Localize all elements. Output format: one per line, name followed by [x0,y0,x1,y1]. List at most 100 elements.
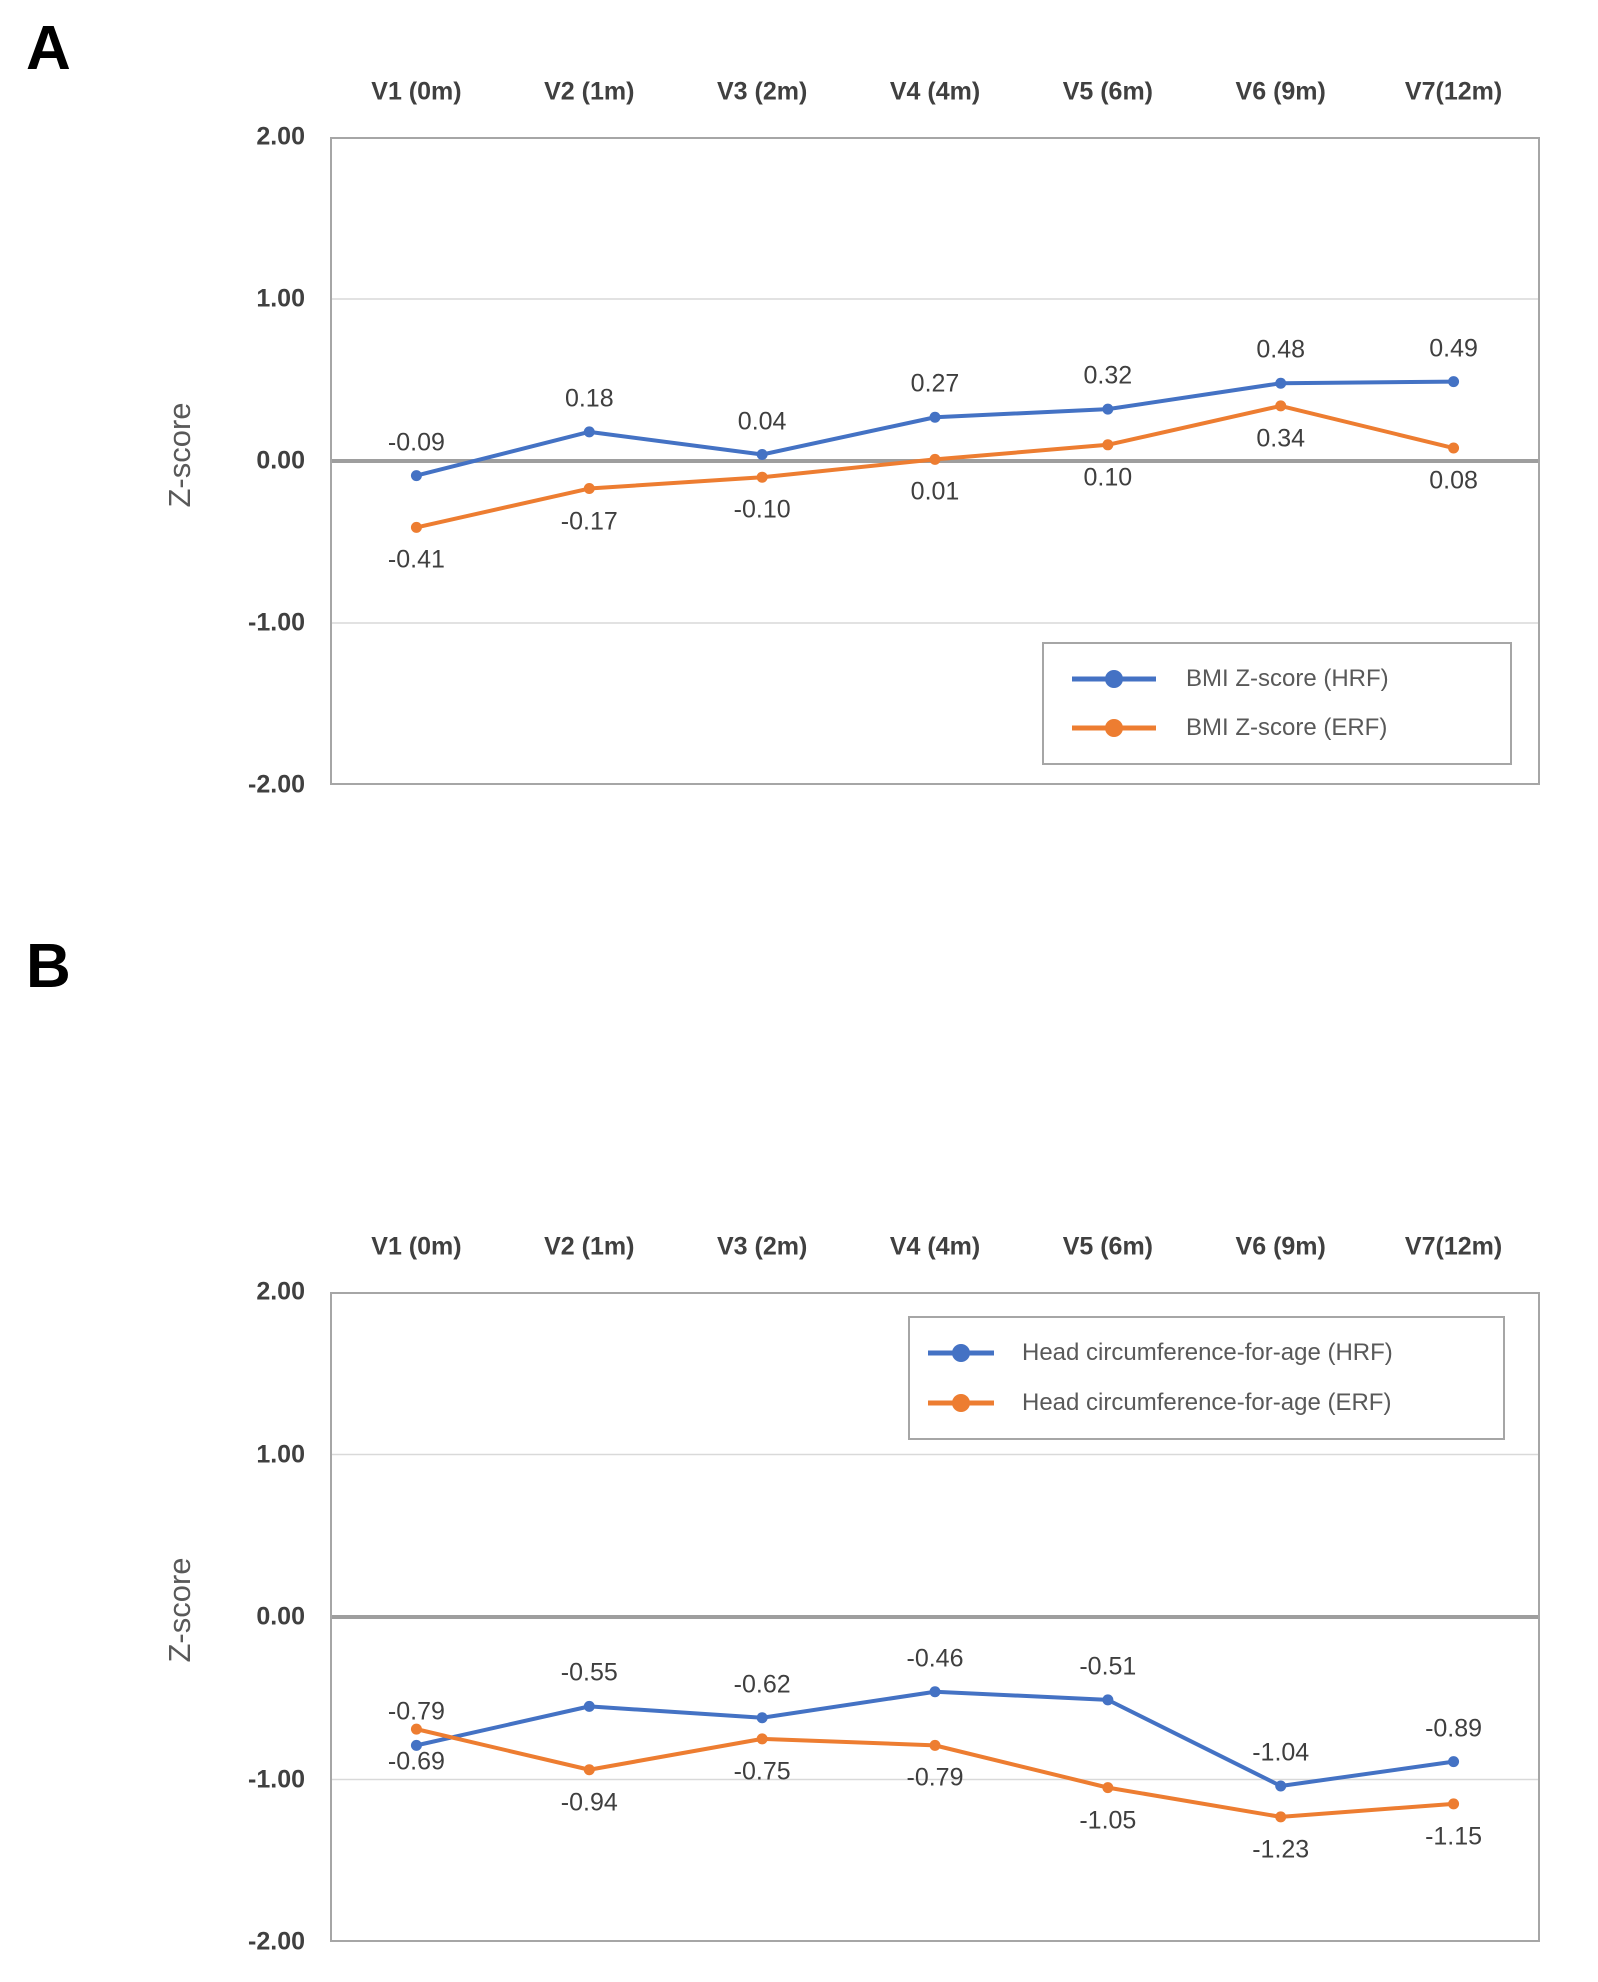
legend-b: Head circumference-for-age (HRF) Head ci… [908,1316,1505,1440]
data-point-erf [1275,400,1287,412]
y-tick-label: 2.00 [256,122,305,151]
data-point-hrf [1448,376,1460,388]
data-point-label: -0.09 [387,428,445,457]
data-point-label: -1.04 [1252,1738,1310,1767]
data-point-erf [756,471,768,483]
data-point-hrf [756,1712,768,1724]
data-point-label: 0.04 [737,407,787,436]
data-point-hrf [583,426,595,438]
legend-item-bmi-hrf: BMI Z-score (HRF) [1072,665,1510,693]
data-point-hrf [583,1700,595,1712]
legend-label-bmi-erf: BMI Z-score (ERF) [1186,714,1388,741]
data-point-hrf [410,1739,422,1751]
data-point-label: -0.89 [1425,1714,1483,1743]
data-point-label: -1.15 [1425,1822,1483,1851]
x-category-label: V1 (0m) [371,1232,462,1261]
x-category-label: V7(12m) [1404,1232,1503,1261]
legend-label-hc-erf: Head circumference-for-age (ERF) [1022,1388,1392,1416]
data-point-label: -0.46 [906,1644,964,1673]
data-point-label: 0.18 [564,384,614,413]
legend-item-hc-erf: Head circumference-for-age (ERF) [928,1389,1503,1417]
data-point-hrf [929,1686,941,1698]
legend-item-hc-hrf: Head circumference-for-age (HRF) [928,1339,1503,1367]
y-tick-label: -1.00 [248,1765,305,1793]
legend-item-bmi-erf: BMI Z-score (ERF) [1072,714,1510,742]
data-point-label: -0.55 [560,1658,618,1687]
data-point-erf [929,453,941,465]
data-point-erf [1102,1782,1114,1794]
panel-label-a: A [26,14,71,83]
legend-label-bmi-hrf: BMI Z-score (HRF) [1186,665,1389,692]
data-point-hrf [756,449,768,461]
data-point-erf [583,1764,595,1776]
data-point-label: 0.01 [910,477,960,506]
x-category-label: V4 (4m) [889,1232,981,1261]
legend-a: BMI Z-score (HRF) BMI Z-score (ERF) [1042,642,1512,765]
data-point-erf [583,483,595,495]
plot-area-svg-A [330,137,1540,785]
x-category-label: V2 (1m) [544,77,635,106]
x-category-label: V4 (4m) [889,77,981,106]
plot-border [330,1292,1540,1942]
data-point-label: -0.79 [387,1697,445,1726]
y-axis-title-b: Z-score [162,1557,197,1663]
data-point-erf [1102,439,1114,451]
plot-area-svg-B [330,1292,1540,1942]
data-point-label: 0.34 [1256,424,1306,453]
data-point-erf [1275,1811,1287,1823]
data-point-label: -0.41 [387,545,445,574]
plot-border [330,137,1540,785]
legend-label-hc-hrf: Head circumference-for-age (HRF) [1022,1339,1393,1367]
y-axis-title-a: Z-score [162,402,197,508]
data-point-label: 0.49 [1429,334,1478,363]
y-tick-label: -2.00 [248,1927,305,1956]
data-point-label: -1.23 [1252,1835,1310,1864]
data-point-erf [756,1733,768,1745]
y-tick-label: -2.00 [248,770,305,799]
x-category-label: V1 (0m) [371,77,462,106]
data-point-label: -0.62 [733,1670,791,1699]
data-point-hrf [1275,1780,1287,1792]
x-category-label: V3 (2m) [716,77,808,106]
y-tick-label: 1.00 [256,1440,305,1468]
data-point-label: -0.79 [906,1763,964,1792]
data-point-label: 0.48 [1256,335,1306,364]
data-point-label: 0.08 [1429,466,1478,495]
y-tick-label: -1.00 [248,608,305,637]
data-point-label: -0.75 [733,1757,791,1786]
data-point-hrf [1448,1756,1460,1768]
x-category-label: V7(12m) [1404,77,1503,106]
data-point-label: -0.51 [1079,1652,1137,1681]
data-point-hrf [1275,377,1287,389]
legend-line-erf-icon [928,1392,994,1414]
data-point-label: -0.69 [387,1747,445,1776]
legend-line-hrf-icon [1072,668,1156,690]
data-point-hrf [410,470,422,482]
data-point-erf [929,1739,941,1751]
data-point-label: -0.94 [560,1788,618,1817]
legend-line-erf-icon [1072,717,1156,739]
data-point-label: -1.05 [1079,1806,1137,1835]
data-point-erf [410,521,422,533]
legend-line-hrf-icon [928,1342,994,1364]
x-category-label: V6 (9m) [1235,1232,1326,1261]
data-point-label: 0.10 [1083,463,1133,492]
x-category-label: V3 (2m) [716,1232,808,1261]
panel-label-b: B [26,932,71,1001]
data-point-label: -0.17 [560,507,618,536]
data-point-hrf [1102,403,1114,415]
data-point-label: 0.27 [910,369,960,398]
x-category-label: V5 (6m) [1062,77,1153,106]
data-point-label: 0.32 [1083,361,1133,390]
data-point-erf [1448,442,1460,454]
data-point-erf [1448,1798,1460,1810]
x-category-label: V6 (9m) [1235,77,1326,106]
data-point-hrf [1102,1694,1114,1706]
y-tick-label: 0.00 [256,446,305,475]
y-tick-label: 2.00 [256,1277,305,1306]
data-point-hrf [929,411,941,423]
x-category-label: V5 (6m) [1062,1232,1153,1261]
data-point-label: -0.10 [733,495,791,524]
x-category-label: V2 (1m) [544,1232,635,1261]
